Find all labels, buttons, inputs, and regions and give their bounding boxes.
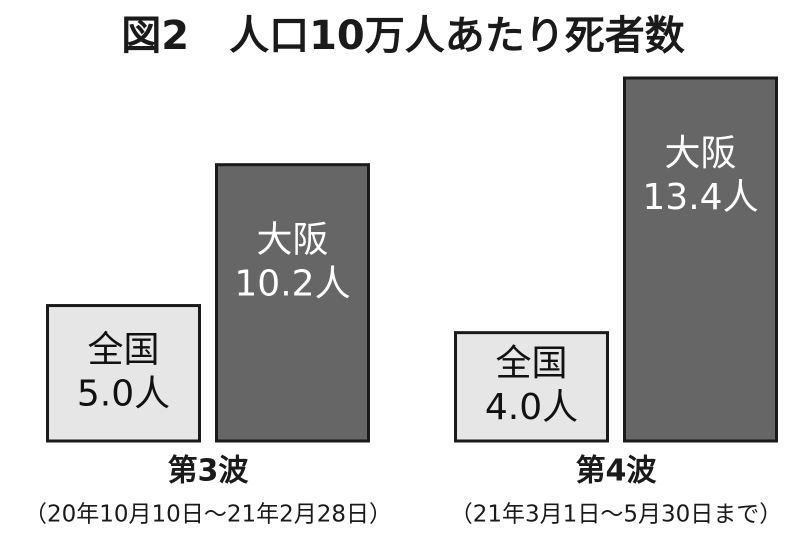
- chart-title: 図2 人口10万人あたり死者数: [121, 13, 685, 59]
- bar-value-label: 4.0人: [485, 387, 578, 428]
- x-tick-note: （20年10月10日〜21年2月28日）: [24, 502, 392, 528]
- bar-series-label: 大阪: [664, 133, 736, 174]
- bar: [46, 304, 201, 443]
- bar: [623, 76, 778, 443]
- bar-series-label: 全国: [495, 343, 567, 384]
- x-tick-label: 第3波: [168, 454, 250, 489]
- bar-value-label: 10.2人: [234, 264, 350, 305]
- bar-series-label: 大阪: [256, 220, 328, 261]
- bar: [454, 331, 609, 443]
- x-tick-note: （21年3月1日〜5月30日まで）: [450, 502, 782, 528]
- bar: [215, 163, 370, 443]
- bar-series-label: 全国: [87, 329, 159, 370]
- bar-value-label: 13.4人: [642, 177, 758, 218]
- bar-value-label: 5.0人: [77, 373, 170, 414]
- x-tick-label: 第4波: [576, 454, 658, 489]
